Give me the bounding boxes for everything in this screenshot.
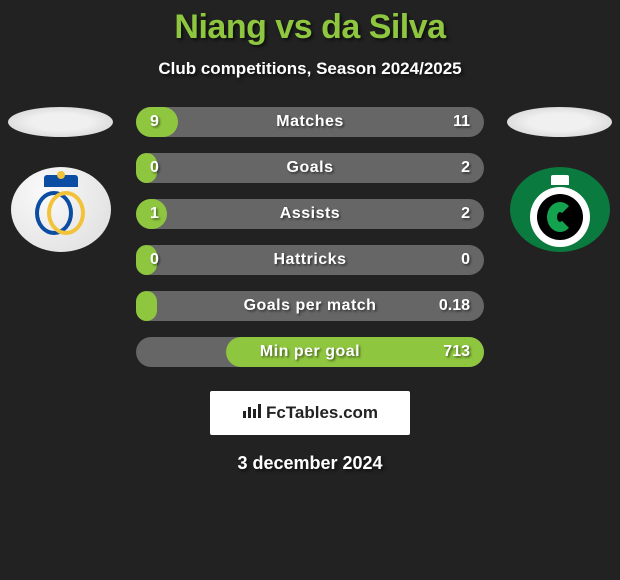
stat-row: 9Matches11 [136,107,484,137]
stat-label: Goals [136,153,484,183]
stat-row: 1Assists2 [136,199,484,229]
cercle-logo-icon [526,175,594,243]
stat-row: 0Hattricks0 [136,245,484,275]
left-club-badge [11,167,111,252]
stat-right-value: 11 [453,107,470,137]
attribution-text: FcTables.com [266,403,378,423]
stat-label: Hattricks [136,245,484,275]
comparison-container: 9Matches110Goals21Assists20Hattricks0Goa… [0,107,620,367]
bar-chart-icon [242,403,262,424]
stat-label: Min per goal [136,337,484,367]
stat-right-value: 2 [461,153,470,183]
comparison-title: Niang vs da Silva [0,0,620,47]
stat-label: Goals per match [136,291,484,321]
attribution-box: FcTables.com [210,391,410,435]
snapshot-date: 3 december 2024 [0,453,620,474]
player-photo-placeholder-left [8,107,113,137]
left-player-column [8,107,113,252]
stat-row: Min per goal713 [136,337,484,367]
right-player-column [507,107,612,252]
stat-label: Matches [136,107,484,137]
stat-label: Assists [136,199,484,229]
stats-list: 9Matches110Goals21Assists20Hattricks0Goa… [136,107,484,367]
player-photo-placeholder-right [507,107,612,137]
stat-right-value: 2 [461,199,470,229]
stat-right-value: 0.18 [439,291,470,321]
comparison-subtitle: Club competitions, Season 2024/2025 [0,59,620,79]
stat-row: 0Goals2 [136,153,484,183]
right-club-badge [510,167,610,252]
stat-row: Goals per match0.18 [136,291,484,321]
usg-logo-icon [33,175,89,243]
stat-right-value: 0 [461,245,470,275]
stat-right-value: 713 [443,337,470,367]
